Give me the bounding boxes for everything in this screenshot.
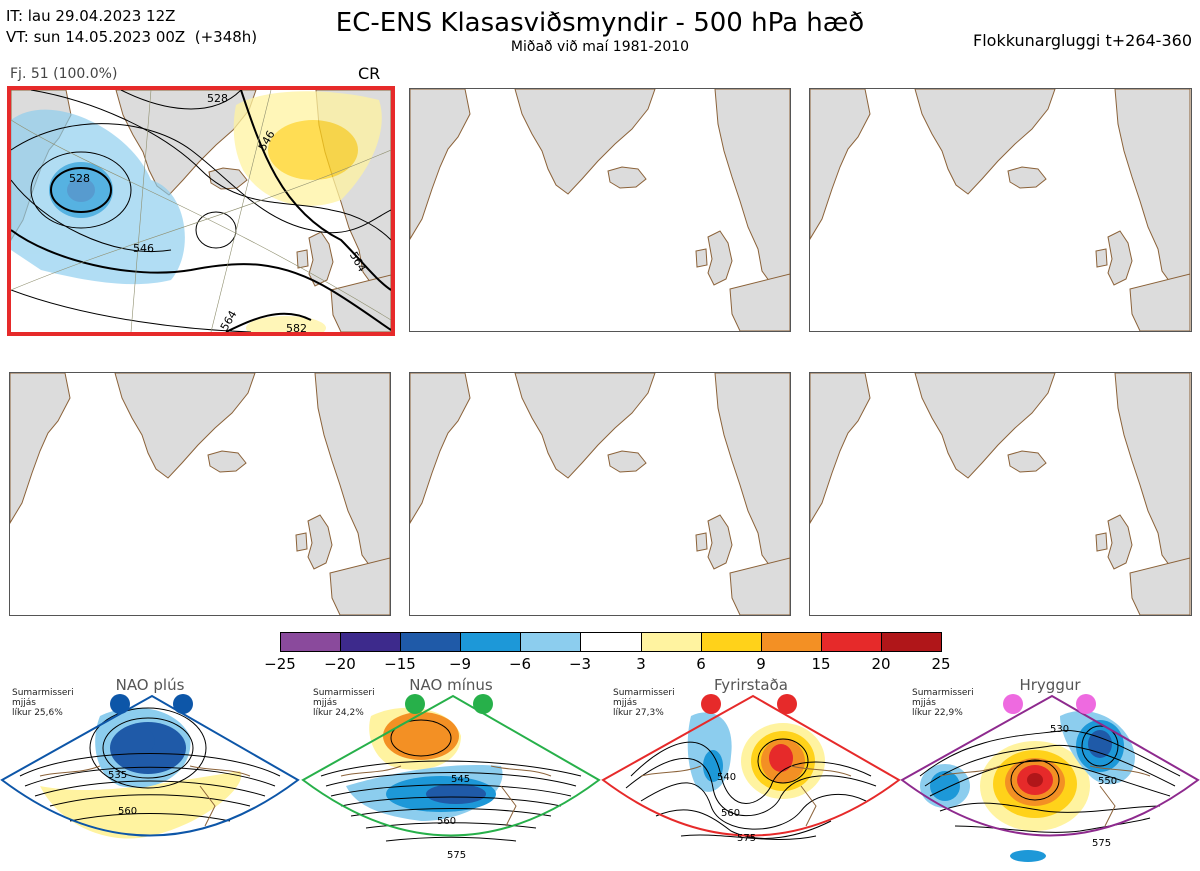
regime-probability: líkur 24,2% [313, 708, 364, 718]
regime-marker-icon [1003, 694, 1023, 714]
contour-label: 575 [447, 850, 466, 861]
regime-marker-icon [110, 694, 130, 714]
colorbar-swatch [461, 633, 522, 651]
regime-marker-icon [777, 694, 797, 714]
cluster-panel-4[interactable] [9, 372, 391, 616]
colorbar-tick: 15 [811, 655, 831, 673]
contour-label: 560 [118, 806, 137, 817]
header-dates: IT: lau 29.04.2023 12Z VT: sun 14.05.2023… [6, 6, 257, 48]
regime-marker-icon [173, 694, 193, 714]
colorbar-swatch [401, 633, 462, 651]
cluster-map-3 [810, 89, 1191, 331]
regime-season: Sumarmisseri [12, 688, 74, 698]
regime-months: mjjás [912, 698, 936, 708]
regime-ridge[interactable]: 530 550 575 Hryggur Sumarmisseri mjjás l… [900, 676, 1200, 871]
contour-label: 560 [721, 808, 740, 819]
regime-nao-minus[interactable]: 545 560 575 NAO mínus Sumarmisseri mjjás… [301, 676, 601, 871]
regime-code-label: CR [358, 64, 381, 83]
cluster-panel-selected[interactable]: 528 546 546 564 564 582 528 [7, 86, 395, 336]
regime-name: NAO plús [115, 676, 185, 694]
cluster-map-2 [410, 89, 790, 331]
regime-months: mjjás [12, 698, 36, 708]
contour-label: 528 [207, 92, 228, 105]
colorbar-tick: 20 [871, 655, 891, 673]
colorbar-swatch [761, 633, 822, 651]
contour-label: 546 [133, 242, 154, 255]
contour-label: 575 [1092, 838, 1111, 849]
page-title: EC-ENS Klasasviðsmyndir - 500 hPa hæð [335, 8, 865, 38]
regime-probability: líkur 22,9% [912, 708, 963, 718]
regime-map-ridge: 530 550 575 [900, 694, 1200, 862]
regime-months: mjjás [613, 698, 637, 708]
regime-name: Fyrirstaða [714, 676, 788, 694]
colorbar-tick: −25 [264, 655, 296, 673]
colorbar-swatch [641, 633, 702, 651]
colorbar-tick: −20 [324, 655, 356, 673]
anomaly-colorbar [280, 632, 942, 652]
cluster-panel-3[interactable] [809, 88, 1192, 332]
contour-label: 535 [108, 770, 127, 781]
colorbar-tick: −6 [508, 655, 532, 673]
page-subtitle: Miðað við maí 1981-2010 [510, 39, 690, 55]
cluster-map-5 [410, 373, 790, 615]
colorbar-tick: 6 [696, 655, 706, 673]
colorbar-tick: −9 [448, 655, 472, 673]
cluster-map-6 [810, 373, 1191, 615]
regime-nao-plus[interactable]: 535 560 NAO plús Sumarmisseri mjjás líku… [0, 676, 300, 871]
regime-probability: líkur 27,3% [613, 708, 664, 718]
regime-probability: líkur 25,6% [12, 708, 63, 718]
regime-marker-icon [405, 694, 425, 714]
regime-info: Sumarmisseri mjjás líkur 25,6% [12, 688, 74, 718]
contour-label: 540 [717, 772, 736, 783]
classification-window: Flokkunargluggi t+264-360 [973, 31, 1192, 50]
contour-label: 575 [737, 833, 756, 844]
cluster-map-selected: 528 546 546 564 564 582 528 [11, 90, 391, 332]
regime-marker-icon [1076, 694, 1096, 714]
cluster-panel-2[interactable] [409, 88, 791, 332]
colorbar-swatch [881, 633, 942, 651]
colorbar-swatch [581, 633, 642, 651]
colorbar-swatch [341, 633, 402, 651]
regime-months: mjjás [313, 698, 337, 708]
issue-time: IT: lau 29.04.2023 12Z [6, 7, 176, 25]
regime-marker-icon [701, 694, 721, 714]
contour-label: 560 [437, 816, 456, 827]
colorbar-swatch [281, 633, 342, 651]
regime-name: NAO mínus [409, 676, 493, 694]
cluster-panel-6[interactable] [809, 372, 1192, 616]
colorbar-swatch [521, 633, 582, 651]
valid-time: VT: sun 14.05.2023 00Z (+348h) [6, 28, 258, 46]
contour-label: 528 [69, 172, 90, 185]
colorbar-swatch [701, 633, 762, 651]
contour-label: 582 [286, 322, 307, 332]
regime-info: Sumarmisseri mjjás líkur 27,3% [613, 688, 675, 718]
colorbar-tick: −15 [384, 655, 416, 673]
regime-name: Hryggur [1019, 676, 1081, 694]
colorbar-tick: −3 [568, 655, 592, 673]
member-count-label: Fj. 51 (100.0%) [10, 66, 118, 82]
contour-label: 550 [1098, 776, 1117, 787]
regime-blocking[interactable]: 540 560 575 Fyrirstaða Sumarmisseri mjjá… [601, 676, 901, 871]
regime-map-nao-minus: 545 560 575 [301, 694, 601, 861]
cluster-map-4 [10, 373, 390, 615]
regime-info: Sumarmisseri mjjás líkur 22,9% [912, 688, 974, 718]
regime-season: Sumarmisseri [912, 688, 974, 698]
regime-season: Sumarmisseri [613, 688, 675, 698]
contour-label: 530 [1050, 724, 1069, 735]
contour-label: 545 [451, 774, 470, 785]
regime-marker-icon [473, 694, 493, 714]
colorbar-tick: 3 [636, 655, 646, 673]
colorbar-tick: 25 [931, 655, 951, 673]
colorbar-swatch [821, 633, 882, 651]
regime-season: Sumarmisseri [313, 688, 375, 698]
regime-map-blocking: 540 560 575 [601, 694, 901, 844]
colorbar-tick: 9 [756, 655, 766, 673]
cluster-panel-5[interactable] [409, 372, 791, 616]
regime-map-nao-plus: 535 560 [0, 694, 300, 839]
regime-info: Sumarmisseri mjjás líkur 24,2% [313, 688, 375, 718]
